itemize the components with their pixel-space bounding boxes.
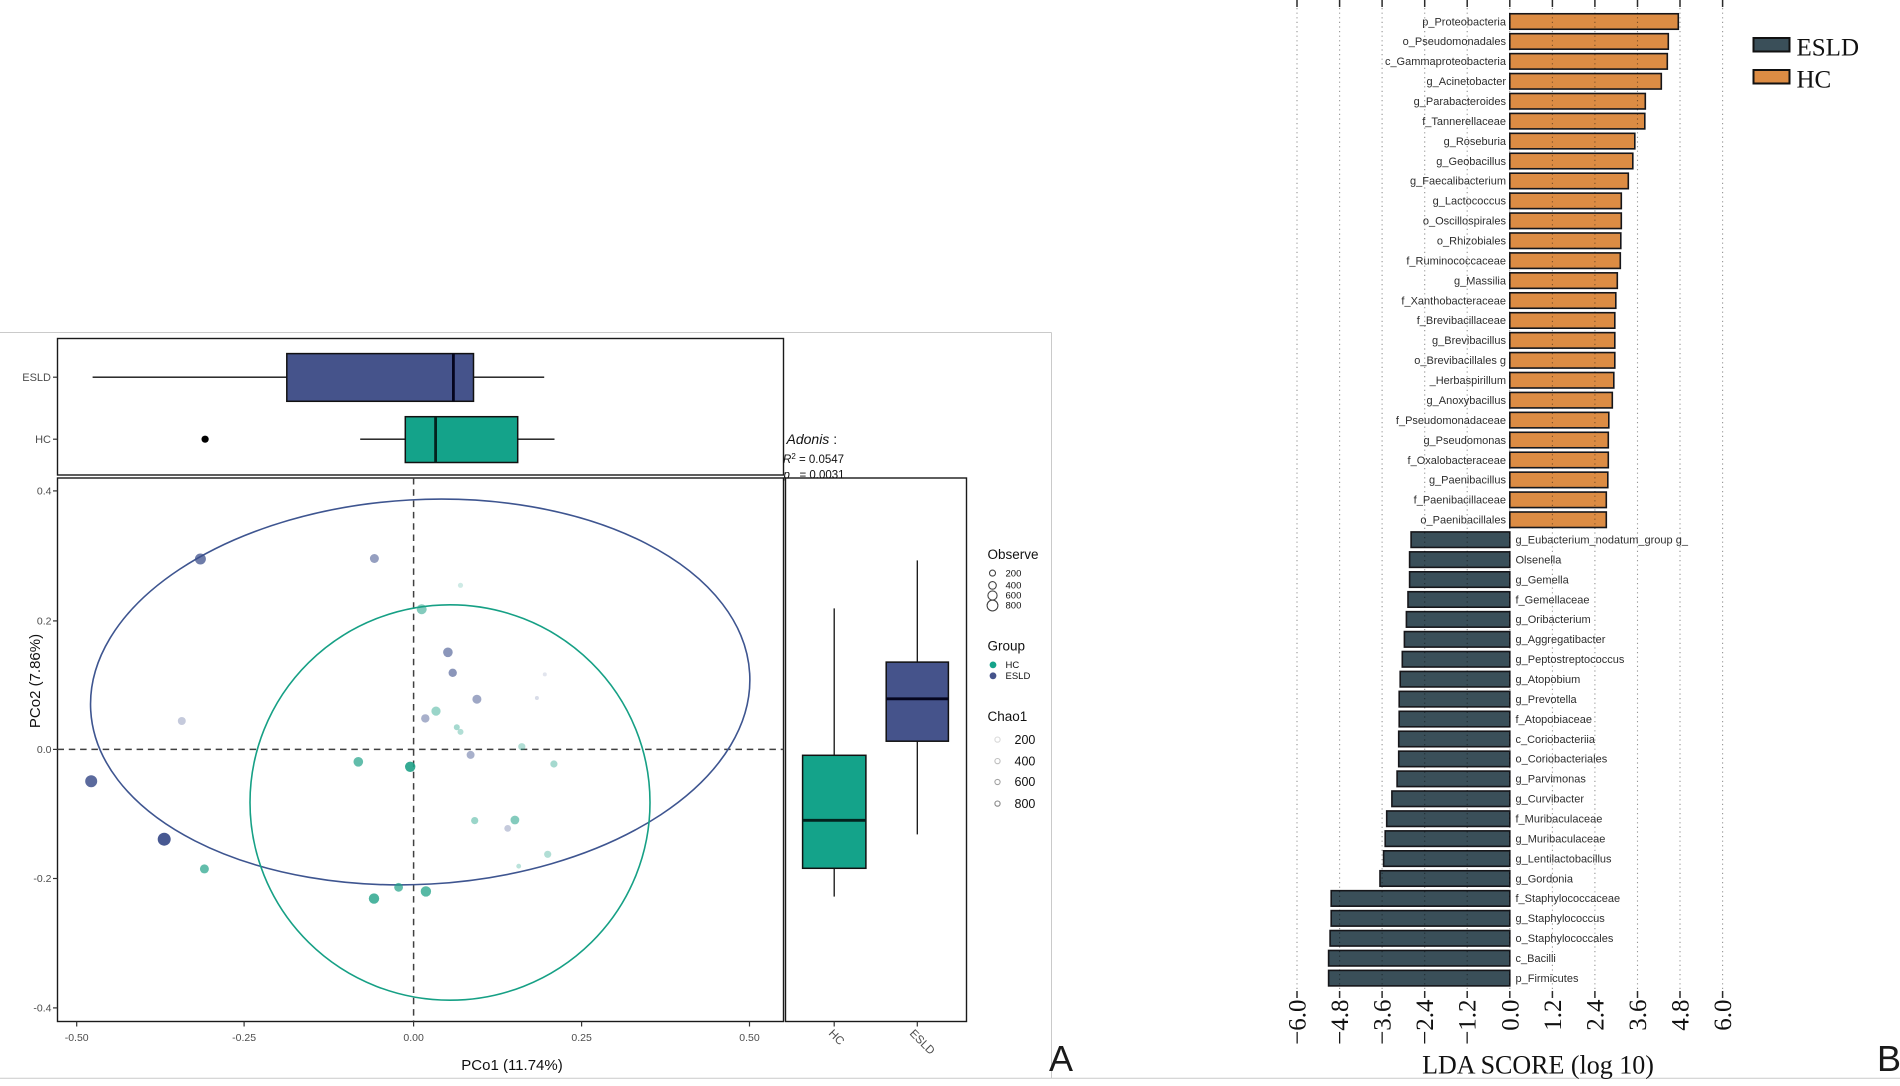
svg-text:g_Roseburia: g_Roseburia bbox=[1444, 136, 1507, 148]
svg-text:B: B bbox=[1877, 1038, 1900, 1079]
svg-text:LDA SCORE (log 10): LDA SCORE (log 10) bbox=[1422, 1051, 1654, 1080]
svg-text:p_Firmicutes: p_Firmicutes bbox=[1516, 973, 1579, 985]
svg-text:R2 = 0.0547: R2 = 0.0547 bbox=[783, 452, 844, 466]
svg-text:g_Brevibacillus: g_Brevibacillus bbox=[1432, 335, 1506, 347]
svg-text:p_Proteobacteria: p_Proteobacteria bbox=[1422, 16, 1507, 28]
svg-text:g_Atopobium: g_Atopobium bbox=[1516, 674, 1581, 686]
svg-text:Observe: Observe bbox=[988, 547, 1039, 562]
svg-text:f_Ruminococcaceae: f_Ruminococcaceae bbox=[1406, 256, 1506, 268]
svg-text:g_Paenibacillus: g_Paenibacillus bbox=[1429, 475, 1507, 487]
svg-text:g_Curvibacter: g_Curvibacter bbox=[1516, 794, 1585, 806]
svg-text:PCo1 (11.74%): PCo1 (11.74%) bbox=[461, 1057, 562, 1074]
svg-text:0.4: 0.4 bbox=[37, 486, 52, 498]
svg-text:c_Gammaproteobacteria: c_Gammaproteobacteria bbox=[1385, 56, 1507, 68]
svg-text:PCo2 (7.86%): PCo2 (7.86%) bbox=[27, 634, 44, 728]
svg-text:2.4: 2.4 bbox=[1582, 999, 1609, 1031]
svg-text:-0.25: -0.25 bbox=[232, 1032, 256, 1044]
svg-text:f_Muribaculaceae: f_Muribaculaceae bbox=[1516, 814, 1603, 826]
svg-text:ESLD: ESLD bbox=[1006, 671, 1031, 682]
svg-text:600: 600 bbox=[1006, 591, 1022, 602]
svg-text:o_Staphylococcales: o_Staphylococcales bbox=[1516, 933, 1614, 945]
svg-text:g_Gordonia: g_Gordonia bbox=[1516, 873, 1574, 885]
svg-text:Chao1: Chao1 bbox=[988, 709, 1028, 724]
svg-text:f_Brevibacillaceae: f_Brevibacillaceae bbox=[1417, 315, 1506, 327]
svg-text:f_Paenibacillaceae: f_Paenibacillaceae bbox=[1414, 495, 1506, 507]
svg-text:0.2: 0.2 bbox=[37, 616, 52, 628]
svg-text:0.0: 0.0 bbox=[37, 744, 52, 756]
svg-text:f_Gemellaceae: f_Gemellaceae bbox=[1516, 594, 1590, 606]
svg-text:g_Faecalibacterium: g_Faecalibacterium bbox=[1410, 176, 1506, 188]
svg-text:f_Pseudomonadaceae: f_Pseudomonadaceae bbox=[1396, 415, 1506, 427]
svg-text:A: A bbox=[1049, 1038, 1073, 1079]
svg-text:g_Muribaculaceae: g_Muribaculaceae bbox=[1516, 833, 1606, 845]
svg-text:o_Rhizobiales: o_Rhizobiales bbox=[1437, 236, 1507, 248]
svg-text:200: 200 bbox=[1015, 733, 1036, 747]
svg-text:Adonis :: Adonis : bbox=[786, 431, 838, 447]
svg-text:Olsenella: Olsenella bbox=[1516, 554, 1563, 566]
svg-text:f_Xanthobacteraceae: f_Xanthobacteraceae bbox=[1401, 295, 1506, 307]
svg-text:3.6: 3.6 bbox=[1625, 1000, 1652, 1031]
svg-text:−4.8: −4.8 bbox=[1327, 1000, 1354, 1045]
svg-text:g_Parabacteroides: g_Parabacteroides bbox=[1414, 96, 1507, 108]
svg-text:g_Massilia: g_Massilia bbox=[1454, 275, 1507, 287]
svg-text:o_Brevibacillales g: o_Brevibacillales g bbox=[1414, 355, 1506, 367]
svg-text:f_Atopobiaceae: f_Atopobiaceae bbox=[1516, 714, 1592, 726]
svg-text:f_Oxalobacteraceae: f_Oxalobacteraceae bbox=[1408, 455, 1506, 467]
svg-text:HC: HC bbox=[1797, 67, 1832, 94]
svg-text:o_Paenibacillales: o_Paenibacillales bbox=[1420, 515, 1506, 527]
svg-text:g_Staphylococcus: g_Staphylococcus bbox=[1516, 913, 1606, 925]
svg-text:g_Gemella: g_Gemella bbox=[1516, 574, 1570, 586]
svg-text:200: 200 bbox=[1006, 568, 1022, 579]
svg-text:o_Coriobacteriales: o_Coriobacteriales bbox=[1516, 754, 1608, 766]
svg-text:g_Aggregatibacter: g_Aggregatibacter bbox=[1516, 634, 1606, 646]
svg-text:g_Geobacillus: g_Geobacillus bbox=[1436, 156, 1506, 168]
svg-text:p = 0.0031: p = 0.0031 bbox=[783, 470, 845, 482]
svg-text:0.25: 0.25 bbox=[571, 1032, 592, 1044]
svg-text:g_Oribacterium: g_Oribacterium bbox=[1516, 614, 1591, 626]
svg-text:−1.2: −1.2 bbox=[1455, 1000, 1482, 1045]
svg-text:800: 800 bbox=[1006, 601, 1022, 612]
svg-text:HC: HC bbox=[35, 434, 51, 446]
svg-text:-0.50: -0.50 bbox=[65, 1032, 89, 1044]
svg-text:_Herbaspirillum: _Herbaspirillum bbox=[1429, 375, 1506, 387]
svg-text:ESLD: ESLD bbox=[22, 372, 51, 384]
svg-text:c_Coriobacteriia: c_Coriobacteriia bbox=[1516, 734, 1596, 746]
svg-text:0.00: 0.00 bbox=[403, 1032, 424, 1044]
svg-text:Group: Group bbox=[988, 639, 1026, 654]
svg-text:4.8: 4.8 bbox=[1668, 1000, 1695, 1031]
svg-text:ESLD: ESLD bbox=[1797, 35, 1860, 62]
svg-text:f_Staphylococcaceae: f_Staphylococcaceae bbox=[1516, 893, 1621, 905]
svg-text:g_Pseudomonas: g_Pseudomonas bbox=[1423, 435, 1506, 447]
svg-text:-0.4: -0.4 bbox=[33, 1003, 51, 1015]
svg-text:6.0: 6.0 bbox=[1710, 1000, 1737, 1031]
svg-text:f_Tannerellaceae: f_Tannerellaceae bbox=[1422, 116, 1506, 128]
svg-text:0.50: 0.50 bbox=[739, 1032, 760, 1044]
svg-text:600: 600 bbox=[1015, 775, 1036, 789]
svg-text:g_Lactococcus: g_Lactococcus bbox=[1433, 196, 1507, 208]
svg-text:g_Eubacterium_nodatum_group g_: g_Eubacterium_nodatum_group g_ bbox=[1516, 535, 1689, 547]
svg-text:c_Bacilli: c_Bacilli bbox=[1516, 953, 1556, 965]
svg-text:400: 400 bbox=[1006, 581, 1022, 592]
svg-text:−6.0: −6.0 bbox=[1285, 1000, 1312, 1045]
svg-text:800: 800 bbox=[1015, 797, 1036, 811]
svg-text:−2.4: −2.4 bbox=[1412, 999, 1439, 1045]
svg-text:g_Parvimonas: g_Parvimonas bbox=[1516, 774, 1587, 786]
svg-text:g_Anoxybacillus: g_Anoxybacillus bbox=[1427, 395, 1507, 407]
svg-text:g_Peptostreptococcus: g_Peptostreptococcus bbox=[1516, 654, 1625, 666]
svg-text:-0.2: -0.2 bbox=[33, 873, 51, 885]
svg-text:g_Prevotella: g_Prevotella bbox=[1516, 694, 1578, 706]
svg-text:o_Oscillospirales: o_Oscillospirales bbox=[1423, 216, 1507, 228]
svg-text:g_Lentilactobacillus: g_Lentilactobacillus bbox=[1516, 853, 1613, 865]
svg-text:g_Acinetobacter: g_Acinetobacter bbox=[1427, 76, 1507, 88]
svg-text:0.0: 0.0 bbox=[1497, 1000, 1524, 1031]
svg-text:−3.6: −3.6 bbox=[1370, 1000, 1397, 1045]
svg-text:400: 400 bbox=[1015, 754, 1036, 768]
svg-text:1.2: 1.2 bbox=[1540, 1000, 1567, 1031]
svg-text:o_Pseudomonadales: o_Pseudomonadales bbox=[1403, 36, 1507, 48]
svg-text:HC: HC bbox=[1006, 660, 1020, 671]
